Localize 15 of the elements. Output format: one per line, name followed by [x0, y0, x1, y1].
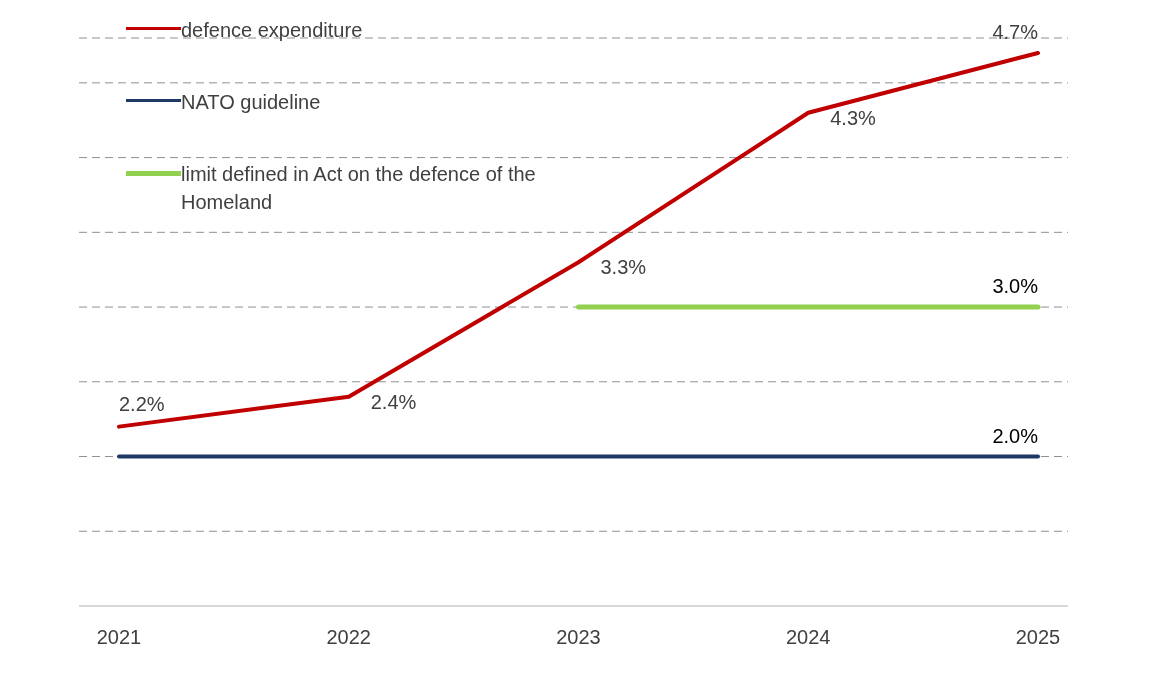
- x-tick-label: 2025: [1015, 626, 1061, 649]
- legend-label: limit defined in Act on the defence of the Homeland: [181, 162, 537, 215]
- x-tick-label: 2021: [96, 626, 142, 649]
- x-tick-label: 2023: [556, 626, 601, 649]
- legend-label: NATO guideline: [181, 90, 321, 115]
- data-label: 2.4%: [370, 390, 417, 413]
- data-label: 4.7%: [992, 20, 1039, 43]
- x-tick-label: 2022: [326, 626, 371, 649]
- data-label: 2.0%: [992, 424, 1039, 447]
- data-label: 3.0%: [992, 275, 1039, 298]
- legend-label: defence expenditure: [181, 18, 363, 43]
- x-tick-label: 2024: [786, 626, 831, 649]
- data-label: 3.3%: [600, 256, 647, 279]
- data-label: 4.3%: [830, 106, 877, 129]
- data-label: 2.2%: [119, 392, 165, 415]
